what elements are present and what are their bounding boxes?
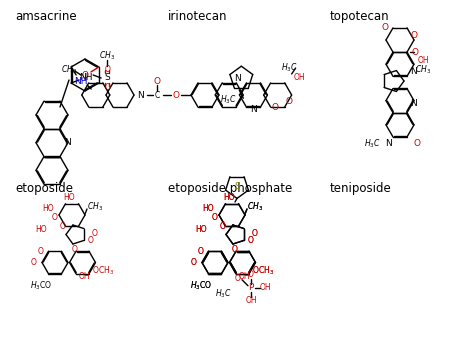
Text: $CH_3$: $CH_3$ <box>99 50 115 62</box>
Text: OH: OH <box>259 283 271 292</box>
Text: O: O <box>232 245 238 253</box>
Text: HO: HO <box>202 204 213 213</box>
Text: O: O <box>235 274 241 283</box>
Text: $H_3C$: $H_3C$ <box>219 94 237 106</box>
Text: etoposide: etoposide <box>15 182 73 195</box>
Text: amsacrine: amsacrine <box>15 10 77 23</box>
Text: N: N <box>410 99 418 108</box>
Text: $CH_3$: $CH_3$ <box>247 201 263 213</box>
Text: O: O <box>87 236 93 245</box>
Text: OCH$_3$: OCH$_3$ <box>252 265 274 277</box>
Text: OH: OH <box>417 55 429 65</box>
Text: O: O <box>411 48 419 57</box>
Text: O: O <box>247 236 253 245</box>
Text: C: C <box>155 91 160 100</box>
Text: $CH_3$: $CH_3$ <box>415 64 431 76</box>
Text: OH: OH <box>239 272 251 281</box>
Text: $CH_3$: $CH_3$ <box>247 201 263 213</box>
Text: HO: HO <box>195 224 207 233</box>
Text: O: O <box>198 247 203 256</box>
Text: O: O <box>191 258 197 267</box>
Text: HO: HO <box>36 224 47 233</box>
Text: O: O <box>212 213 218 223</box>
Text: irinotecan: irinotecan <box>168 10 228 23</box>
Text: HO: HO <box>195 224 207 233</box>
Text: $CH_3$: $CH_3$ <box>61 64 77 76</box>
Text: O: O <box>198 247 203 256</box>
Text: O: O <box>154 77 161 86</box>
Text: etoposide phosphate: etoposide phosphate <box>168 182 292 195</box>
Text: O: O <box>72 245 78 253</box>
Text: O: O <box>251 229 257 238</box>
Text: OCH$_3$: OCH$_3$ <box>92 265 114 277</box>
Text: OH: OH <box>245 296 257 305</box>
Text: O: O <box>382 23 389 32</box>
Text: N: N <box>386 139 392 148</box>
Text: N: N <box>64 138 72 147</box>
Text: O: O <box>248 270 254 279</box>
Text: $H_3$CO: $H_3$CO <box>30 279 52 292</box>
Text: P: P <box>248 283 254 292</box>
Text: $H_3C$: $H_3C$ <box>365 137 381 150</box>
Text: O: O <box>232 245 238 253</box>
Text: O: O <box>104 64 110 73</box>
Text: S: S <box>104 73 110 82</box>
Text: O: O <box>219 222 226 231</box>
Text: O: O <box>285 97 292 106</box>
Text: N: N <box>250 105 257 113</box>
Text: O: O <box>247 236 253 245</box>
Text: HO: HO <box>42 204 54 213</box>
Text: O: O <box>82 71 88 79</box>
Text: O: O <box>60 222 65 231</box>
Text: $H_3C$: $H_3C$ <box>215 287 231 300</box>
Text: S: S <box>234 182 240 191</box>
Text: O: O <box>91 229 97 238</box>
Text: N: N <box>410 67 418 76</box>
Text: HO: HO <box>223 193 235 202</box>
Text: O: O <box>173 91 180 100</box>
Text: OCH$_3$: OCH$_3$ <box>252 265 274 277</box>
Text: N: N <box>137 91 145 100</box>
Text: O: O <box>104 82 110 92</box>
Text: O: O <box>219 222 226 231</box>
Text: O: O <box>191 258 197 267</box>
Text: O: O <box>410 30 418 39</box>
Text: HO: HO <box>223 193 235 202</box>
Text: NH: NH <box>79 73 93 82</box>
Text: N: N <box>234 74 241 83</box>
Text: O: O <box>52 213 58 223</box>
Text: O: O <box>31 258 37 267</box>
Text: topotecan: topotecan <box>330 10 390 23</box>
Text: OH: OH <box>294 73 305 82</box>
Text: O: O <box>271 103 278 112</box>
Text: O: O <box>212 213 218 223</box>
Text: O: O <box>251 229 257 238</box>
Text: teniposide: teniposide <box>330 182 392 195</box>
Text: OH: OH <box>79 272 91 281</box>
Text: HO: HO <box>63 193 74 202</box>
Text: NH: NH <box>74 77 88 86</box>
Text: $CH_3$: $CH_3$ <box>87 201 103 213</box>
Text: O: O <box>413 139 420 148</box>
Text: $H_3$CO: $H_3$CO <box>190 279 212 292</box>
Text: $H_3$CO: $H_3$CO <box>190 279 212 292</box>
Text: $H_3C$: $H_3C$ <box>282 62 298 74</box>
Text: HO: HO <box>202 204 213 213</box>
Text: O: O <box>37 247 44 256</box>
